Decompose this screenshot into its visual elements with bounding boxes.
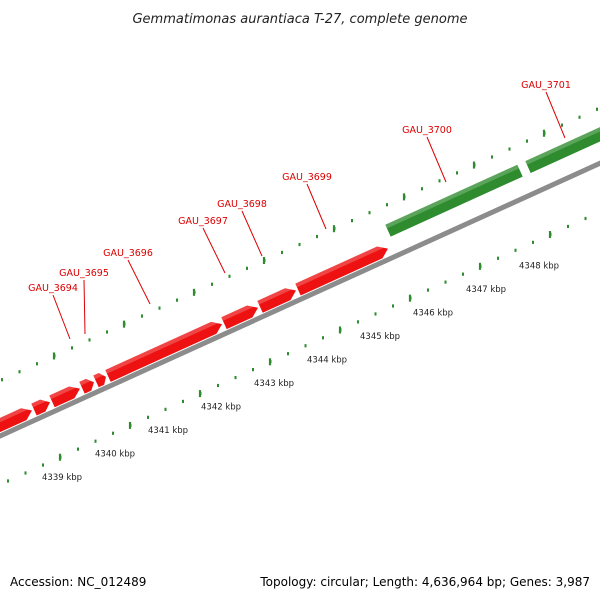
gene-label: GAU_3700	[402, 125, 452, 136]
gene-highlight	[0, 404, 31, 428]
gene-label-pointer	[241, 210, 263, 257]
gene-body	[385, 164, 523, 237]
gene-arrow	[105, 318, 223, 382]
gene-label-pointer	[306, 183, 327, 230]
gene-arrow	[385, 164, 523, 237]
gene-highlight	[221, 301, 257, 321]
gene-label: GAU_3697	[178, 216, 228, 227]
gene-body	[295, 246, 389, 296]
gene-highlight	[295, 242, 387, 288]
scale-tick-label: 4345 kbp	[360, 332, 400, 342]
gene-label-pointer	[52, 294, 71, 340]
gene-label-pointer	[127, 259, 151, 305]
gene-label-pointer	[426, 136, 447, 183]
gene-highlight	[49, 382, 79, 400]
dotted-rulers	[1, 107, 598, 483]
gene-body	[0, 408, 32, 436]
accession-text: Accession: NC_012489	[10, 575, 146, 589]
gene-arrow	[525, 123, 600, 173]
gene-highlight	[257, 284, 295, 305]
gene-body	[79, 378, 95, 394]
scale-tick-label: 4347 kbp	[466, 285, 506, 295]
genome-backbone	[0, 160, 600, 439]
gene-arrow	[295, 242, 389, 296]
scale-tick-label: 4340 kbp	[95, 450, 135, 460]
gene-body	[31, 399, 51, 416]
gene-body	[93, 372, 106, 388]
scale-ticks: 4339 kbp 4340 kbp 4341 kbp 4342 kbp 4343 kbp…	[42, 262, 559, 484]
gene-body	[221, 305, 259, 330]
gene-body	[257, 288, 297, 313]
gene-highlight	[79, 376, 93, 386]
scale-tick-label: 4341 kbp	[148, 426, 188, 436]
scale-tick-label: 4348 kbp	[519, 262, 559, 272]
gene-body	[105, 321, 223, 382]
gene-arrow	[31, 396, 51, 416]
gene-label: GAU_3699	[282, 172, 332, 183]
genome-line	[0, 160, 600, 439]
gene-highlight	[525, 123, 600, 165]
gene-track	[0, 123, 600, 436]
lower-dotted-ruler	[7, 216, 587, 483]
upper-dotted-ruler	[1, 107, 598, 382]
gene-arrow	[93, 370, 106, 388]
gene-label-pointer	[83, 279, 86, 335]
gene-label-pointer	[545, 91, 566, 139]
gene-labels: GAU_3694 GAU_3695 GAU_3696 GAU_3697 GAU_3698…	[28, 80, 571, 340]
scale-tick-label: 4339 kbp	[42, 473, 82, 483]
gene-label-pointer	[202, 227, 226, 274]
gene-label: GAU_3696	[103, 248, 153, 259]
gene-label: GAU_3701	[521, 80, 571, 91]
scale-tick-label: 4342 kbp	[201, 403, 241, 413]
gene-highlight	[105, 318, 221, 374]
gene-body	[49, 386, 80, 408]
gene-arrow	[257, 284, 297, 313]
gene-arrow	[49, 382, 80, 408]
map-title: Gemmatimonas aurantiaca T-27, complete g…	[132, 12, 467, 27]
gene-highlight	[385, 164, 519, 229]
scale-tick-label: 4346 kbp	[413, 309, 453, 319]
gene-label: GAU_3694	[28, 283, 78, 294]
genome-summary-text: Topology: circular; Length: 4,636,964 bp…	[259, 575, 590, 589]
gene-arrow	[221, 301, 259, 330]
gene-body	[525, 123, 600, 173]
scale-tick-label: 4343 kbp	[254, 379, 294, 389]
gene-arrow	[0, 404, 32, 436]
gene-highlight	[31, 396, 49, 408]
gene-label: GAU_3698	[217, 199, 267, 210]
gene-arrow	[79, 376, 95, 394]
scale-tick-label: 4344 kbp	[307, 356, 347, 366]
gene-label: GAU_3695	[59, 268, 109, 279]
gene-highlight	[93, 370, 105, 380]
